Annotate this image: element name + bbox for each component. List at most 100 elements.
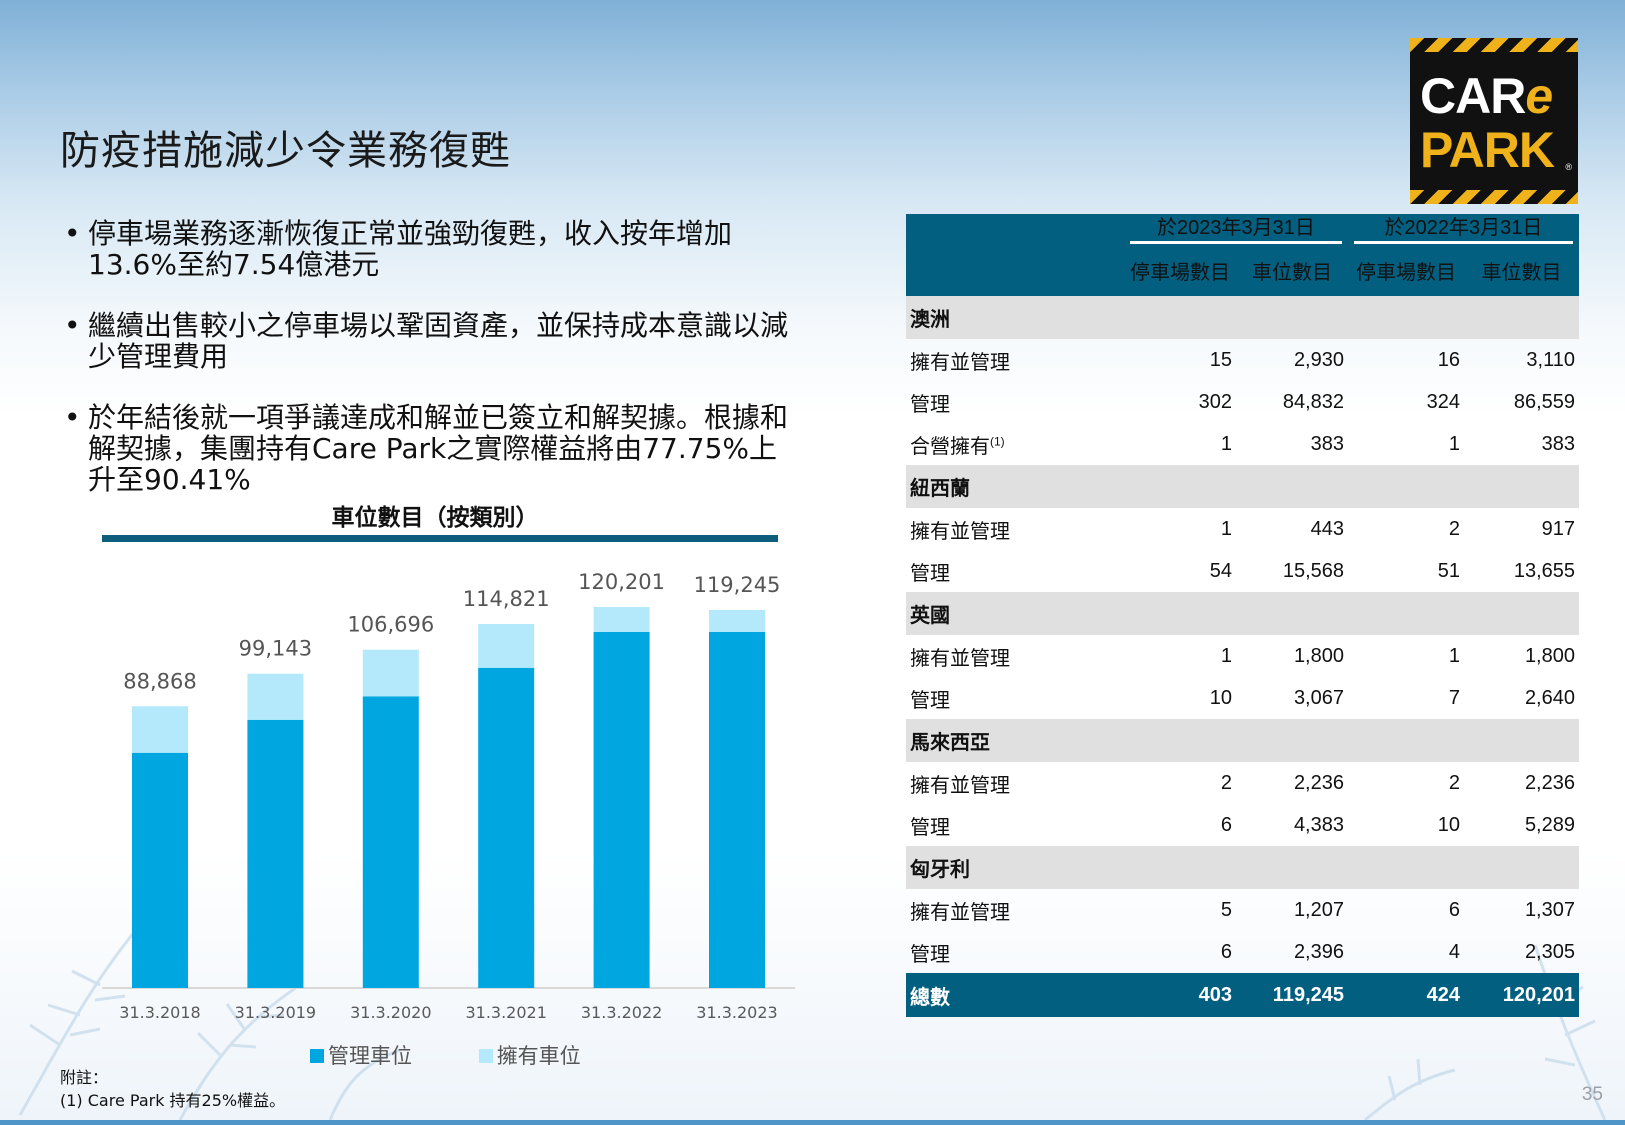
footnote-text: (1) Care Park 持有25%權益。 <box>60 1091 286 1110</box>
row-label-text: 擁有並管理 <box>910 351 1010 374</box>
table-cell: 3,067 <box>1293 686 1344 709</box>
table-cell: 1 <box>1220 644 1232 667</box>
table-group-row: 英國 <box>906 592 1579 635</box>
table-row: 管理 6 2,396 4 2,305 <box>906 931 1579 973</box>
table-cell: 302 <box>1198 390 1232 413</box>
table-cell: 2,236 <box>1524 771 1575 794</box>
row-label: 擁有並管理 <box>906 762 1124 804</box>
table-cell: 383 <box>1541 432 1575 455</box>
group-cell-blank <box>1348 592 1464 635</box>
bar-owned <box>709 609 765 632</box>
row-label-text: 合營擁有 <box>910 435 990 458</box>
table-cell: 51 <box>1437 559 1460 582</box>
table-row: 擁有並管理 2 2,236 2 2,236 <box>906 762 1579 804</box>
row-label-text: 擁有並管理 <box>910 774 1010 797</box>
total-cell: 424 <box>1348 973 1464 1017</box>
x-tick-label: 31.3.2021 <box>465 1003 546 1022</box>
header-date-label: 於2023年3月31日 <box>1130 215 1342 244</box>
row-label-text: 擁有並管理 <box>910 520 1010 543</box>
row-label: 管理 <box>906 931 1124 973</box>
table-cell: 10 <box>1209 686 1232 709</box>
table-cell: 13,655 <box>1513 559 1575 582</box>
group-cell-blank <box>1464 465 1579 508</box>
group-name: 匈牙利 <box>906 846 1124 889</box>
bullet-list: 停車場業務逐漸恢復正常並強勁復甦，收入按年增加13.6%至約7.54億港元 繼續… <box>62 218 802 525</box>
group-cell-blank <box>1464 719 1579 762</box>
table-cell: 1,307 <box>1524 898 1575 921</box>
group-cell-blank <box>1348 465 1464 508</box>
bullet-item: 於年結後就一項爭議達成和解並已簽立和解契據。根據和解契據，集團持有Care Pa… <box>62 402 802 495</box>
group-cell-blank <box>1236 719 1348 762</box>
legend-swatch-managed <box>310 1049 324 1063</box>
table-total-row: 總數 403 119,245 424 120,201 <box>906 973 1579 1017</box>
bar-managed <box>709 631 765 988</box>
table-cell: 7 <box>1448 686 1460 709</box>
row-label: 管理 <box>906 550 1124 592</box>
row-label-text: 管理 <box>910 689 950 712</box>
table-group-row: 澳洲 <box>906 296 1579 339</box>
header-date: 於2023年3月31日 <box>1124 214 1348 244</box>
table-cell: 1 <box>1448 644 1460 667</box>
group-cell-blank <box>1124 592 1236 635</box>
table-row: 管理 54 15,568 51 13,655 <box>906 550 1579 592</box>
column-header: 停車場數目 <box>1348 244 1464 296</box>
footnote: 附註： (1) Care Park 持有25%權益。 <box>60 1066 285 1112</box>
table-row: 擁有並管理 1 443 2 917 <box>906 508 1579 550</box>
bar-owned <box>478 623 535 668</box>
total-label: 總數 <box>906 973 1124 1017</box>
group-cell-blank <box>1236 846 1348 889</box>
x-tick-label: 31.3.2020 <box>350 1003 431 1022</box>
group-cell-blank <box>1236 465 1348 508</box>
header-blank <box>906 244 1124 296</box>
stacked-bar-chart: 88,868 31.3.2018 99,143 31.3.2019 106,696 31.… <box>102 570 795 1022</box>
table-cell: 2,236 <box>1293 771 1344 794</box>
header-date-label: 於2022年3月31日 <box>1354 215 1573 244</box>
group-cell-blank <box>1464 592 1579 635</box>
table-cell: 1 <box>1448 432 1460 455</box>
table-cell: 2,396 <box>1293 940 1344 963</box>
table-cell: 16 <box>1437 348 1460 371</box>
table-cell: 15 <box>1209 348 1232 371</box>
column-header: 車位數目 <box>1236 244 1348 296</box>
row-label-text: 擁有並管理 <box>910 647 1010 670</box>
table-cell: 2,930 <box>1293 348 1344 371</box>
bar-total-label: 120,201 <box>578 570 665 594</box>
table-cell: 383 <box>1310 432 1344 455</box>
logo-line1-prefix: CAR <box>1420 68 1526 124</box>
table-cell: 1 <box>1220 517 1232 540</box>
x-tick-label: 31.3.2023 <box>696 1003 777 1022</box>
table-cell: 5 <box>1220 898 1232 921</box>
table-cell: 4 <box>1448 940 1460 963</box>
footnote-heading: 附註： <box>60 1068 109 1087</box>
bar-managed <box>362 696 419 988</box>
legend-item-owned: 擁有車位 <box>478 1040 581 1070</box>
header-date: 於2022年3月31日 <box>1348 214 1579 244</box>
bar-total-label: 99,143 <box>239 637 312 661</box>
table-row: 擁有並管理 15 2,930 16 3,110 <box>906 339 1579 381</box>
table-cell: 1,207 <box>1293 898 1344 921</box>
row-label: 擁有並管理 <box>906 508 1124 550</box>
group-cell-blank <box>1124 296 1236 339</box>
table-header-columns: 停車場數目 車位數目 停車場數目 車位數目 <box>906 244 1579 296</box>
group-name: 英國 <box>906 592 1124 635</box>
table-row: 合營擁有(1) 1 383 1 383 <box>906 423 1579 465</box>
table-cell: 15,568 <box>1282 559 1344 582</box>
legend-label-managed: 管理車位 <box>328 1044 412 1068</box>
x-tick-label: 31.3.2018 <box>119 1003 200 1022</box>
bar-owned <box>247 673 304 720</box>
logo-stripes-top <box>1410 38 1578 52</box>
logo-line2: PARK <box>1420 122 1555 178</box>
table-row: 管理 6 4,383 10 5,289 <box>906 804 1579 846</box>
x-tick-label: 31.3.2019 <box>235 1003 316 1022</box>
row-label: 擁有並管理 <box>906 635 1124 677</box>
bar-owned <box>132 706 188 753</box>
table-cell: 1 <box>1220 432 1232 455</box>
chart-title-underline <box>102 535 778 542</box>
bar-owned <box>593 606 650 632</box>
row-label-text: 管理 <box>910 562 950 585</box>
row-label-text: 管理 <box>910 816 950 839</box>
group-name: 紐西蘭 <box>906 465 1124 508</box>
table-cell: 2,640 <box>1524 686 1575 709</box>
table-cell: 6 <box>1220 813 1232 836</box>
table-cell: 6 <box>1220 940 1232 963</box>
